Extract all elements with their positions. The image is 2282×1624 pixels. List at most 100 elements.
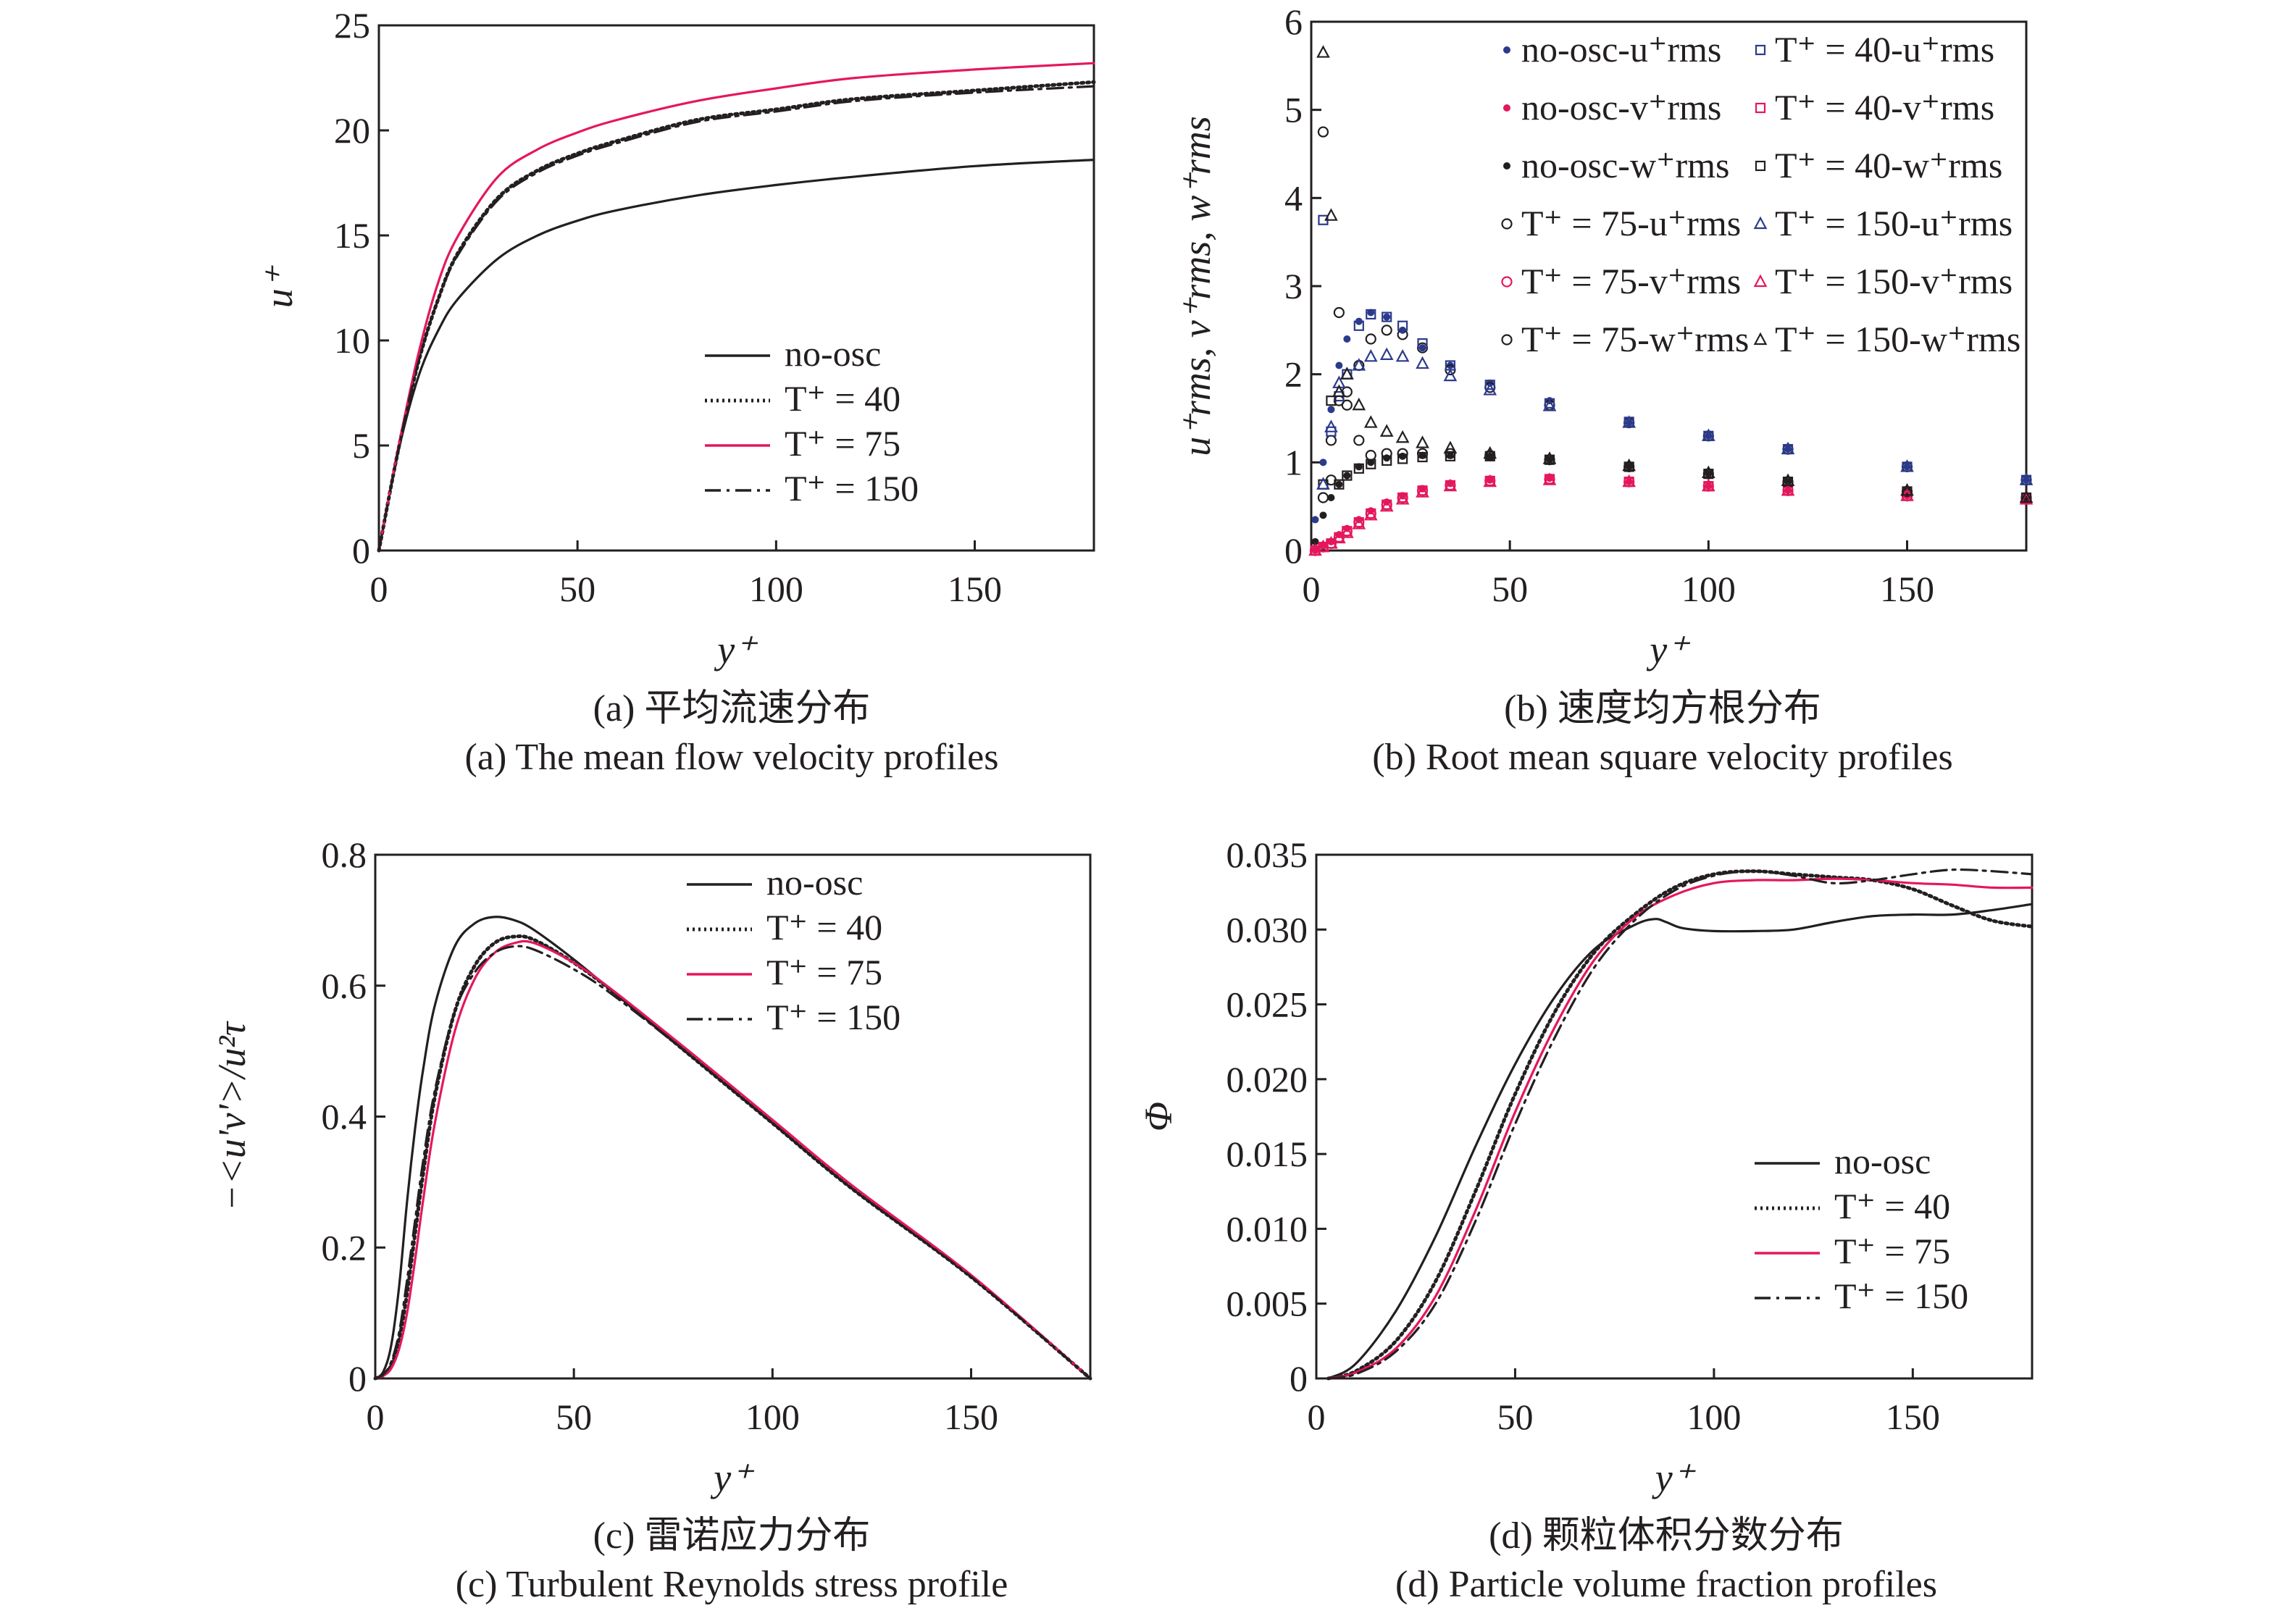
data-point: [1416, 435, 1429, 448]
x-tick-label: 150: [1880, 569, 1934, 609]
legend-label: T⁺ = 150: [766, 997, 900, 1037]
data-point: [1443, 368, 1458, 382]
x-axis-label: y⁺: [1652, 1456, 1696, 1499]
y-tick-label: 5: [1284, 90, 1303, 130]
data-point: [1483, 474, 1497, 487]
legend-label: T⁺ = 75: [785, 423, 900, 464]
x-tick-label: 100: [749, 569, 803, 609]
legend-marker: [1753, 274, 1768, 288]
legend-label: no-osc-u⁺rms: [1521, 29, 1721, 70]
data-point: [1363, 415, 1378, 428]
plot-frame: [377, 24, 1095, 552]
data-point: [2019, 492, 2034, 505]
x-tick-label: 50: [556, 1397, 592, 1437]
chart-panel-b: 0 50 100 150 0 1 2 3 4 5 6 y⁺ u⁺rms, v⁺rms, w⁺rms no-…: [1175, 1, 2034, 778]
data-point: [1353, 435, 1365, 446]
series-group: [373, 916, 1092, 1381]
series-line: [1326, 903, 2034, 1380]
legend-label: no-osc-v⁺rms: [1521, 87, 1721, 127]
data-point: [1622, 474, 1637, 487]
y-tick-label: 0.035: [1226, 834, 1308, 875]
y-tick-label: 0.005: [1226, 1284, 1308, 1324]
series-group: [1326, 868, 2034, 1381]
data-point: [1326, 395, 1337, 406]
data-point: [1366, 309, 1376, 320]
caption-cn: (d) 颗粒体积分数分布: [1489, 1515, 1844, 1557]
series-group: [1308, 45, 2034, 556]
data-point: [1416, 356, 1429, 369]
legend-marker: [1503, 46, 1510, 54]
series-line: [1326, 877, 2034, 1380]
data-point: [1317, 492, 1329, 503]
data-point: [1781, 482, 1795, 496]
y-tick-label: 0: [1284, 530, 1303, 571]
caption-cn: (a) 平均流速分布: [593, 688, 871, 729]
legend-label: no-osc: [1834, 1141, 1931, 1181]
data-point: [1334, 479, 1345, 490]
legend-label: no-osc-w⁺rms: [1521, 145, 1729, 185]
caption-cn: (c) 雷诺应力分布: [593, 1515, 871, 1557]
legend-label: T⁺ = 40: [785, 378, 900, 419]
y-tick-label: 5: [352, 425, 370, 466]
data-point: [1395, 430, 1410, 443]
legend-label: T⁺ = 40-v⁺rms: [1775, 87, 1994, 127]
data-point: [1483, 445, 1497, 459]
legend-label: T⁺ = 75: [1834, 1231, 1950, 1271]
legend-label: T⁺ = 40-u⁺rms: [1775, 29, 1994, 70]
y-tick-label: 25: [334, 5, 370, 46]
data-point: [1316, 45, 1330, 58]
y-tick-label: 1: [1284, 442, 1303, 482]
legend-marker: [1753, 216, 1768, 230]
legend-marker: [1503, 104, 1510, 112]
x-tick-label: 50: [559, 569, 595, 609]
data-point: [1443, 440, 1458, 453]
data-point: [1701, 465, 1715, 479]
series-line: [374, 916, 1092, 1380]
y-tick-label: 2: [1284, 354, 1303, 395]
data-point: [2019, 490, 2034, 503]
data-point: [1311, 537, 1319, 545]
y-axis-label: −<u'v'>/u²τ: [210, 1021, 254, 1211]
series-line: [377, 80, 1096, 553]
data-point: [1382, 455, 1392, 466]
x-tick-label: 100: [1687, 1397, 1741, 1437]
data-point: [1484, 380, 1495, 390]
chart-panel-c: 0 50 100 150 0 0.2 0.4 0.6 0.8 y⁺ −<u'v'>/u²τ no-os…: [210, 834, 1092, 1605]
y-tick-label: 20: [334, 110, 370, 151]
data-point: [1781, 441, 1795, 455]
legend-label: T⁺ = 40: [766, 907, 882, 947]
y-axis-label: u⁺: [257, 265, 301, 308]
data-point: [1335, 480, 1343, 488]
plot-frame: [374, 853, 1092, 1380]
data-point: [1622, 458, 1637, 472]
data-point: [1381, 325, 1392, 336]
data-point: [1317, 126, 1329, 138]
legend-marker: [1755, 44, 1766, 56]
data-point: [1483, 382, 1497, 395]
x-tick-label: 100: [745, 1397, 800, 1437]
data-point: [1622, 415, 1637, 428]
data-point: [1343, 335, 1351, 343]
data-point: [1701, 478, 1715, 492]
data-point: [1416, 485, 1429, 498]
data-point: [1542, 451, 1557, 464]
data-point: [1340, 525, 1354, 538]
legend-label: T⁺ = 150-u⁺rms: [1775, 203, 2013, 243]
x-axis-label: y⁺: [1646, 628, 1690, 671]
legend-label: T⁺ = 150-v⁺rms: [1775, 261, 2013, 301]
legend: no-osc-u⁺rms no-osc-v⁺rms no-osc-w⁺rms T⁺ =…: [1501, 29, 2020, 359]
series-line: [374, 945, 1092, 1380]
legend-label: T⁺ = 150: [785, 468, 919, 508]
y-tick-label: 10: [334, 320, 370, 361]
data-point: [1352, 516, 1366, 530]
data-point: [1352, 358, 1366, 371]
legend-label: T⁺ = 75-w⁺rms: [1521, 319, 1749, 359]
data-point: [1363, 349, 1378, 362]
y-tick-label: 0.020: [1226, 1059, 1308, 1100]
data-point: [1316, 477, 1330, 490]
legend-marker: [1755, 160, 1766, 172]
legend-label: T⁺ = 75: [766, 952, 882, 992]
legend-marker: [1501, 276, 1513, 288]
